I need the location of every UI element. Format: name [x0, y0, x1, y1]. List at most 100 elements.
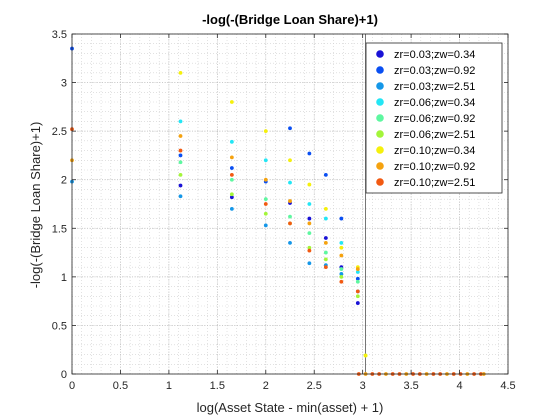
data-point: [288, 199, 292, 203]
data-point: [355, 289, 360, 294]
data-point: [178, 70, 183, 75]
data-point: [323, 250, 328, 255]
data-point: [229, 166, 234, 170]
legend-marker: [376, 162, 384, 170]
legend-marker: [376, 114, 384, 122]
data-point: [178, 194, 183, 199]
legend-entry: zr=0.03;zw=0.92: [394, 65, 475, 77]
legend-marker: [376, 130, 384, 138]
y-tick-label: 0.5: [52, 320, 67, 332]
series-5: [178, 160, 360, 284]
y-tick-label: 2: [61, 175, 67, 187]
data-point: [263, 177, 268, 182]
data-point: [307, 261, 312, 266]
data-point: [323, 257, 328, 262]
data-point: [263, 211, 268, 216]
data-point: [307, 245, 312, 250]
data-point: [229, 192, 234, 197]
data-point: [263, 197, 268, 202]
x-tick-label: 1: [166, 380, 172, 392]
data-point: [323, 240, 328, 245]
data-point: [355, 267, 360, 271]
data-point: [355, 301, 360, 305]
axes: 0 0.5 1 1.5 2 2.5 3 3.5 4 4.5 0 0.5 1 1.5 2 2.5 3 3.5: [52, 29, 516, 392]
legend-entry: zr=0.03;zw=0.34: [394, 49, 475, 61]
legend-entry: zr=0.10;zw=2.51: [394, 177, 475, 189]
x-tick-label: 1.5: [210, 380, 225, 392]
data-point: [288, 180, 292, 185]
legend-box: [365, 42, 503, 194]
y-tick-label: 3: [61, 78, 67, 90]
y-tick-label: 1.5: [52, 223, 67, 235]
legend-entry: zr=0.06;zw=0.34: [394, 97, 475, 109]
data-point: [323, 236, 328, 240]
data-point: [178, 183, 183, 188]
data-point: [263, 158, 268, 163]
data-point: [229, 195, 234, 200]
y-tick-label: 1: [61, 272, 67, 284]
x-tick-label: 3.5: [403, 380, 418, 392]
data-point: [339, 216, 344, 221]
data-point: [307, 202, 312, 206]
data-point: [339, 253, 344, 258]
legend-marker: [376, 146, 384, 154]
data-point: [323, 172, 328, 177]
legend-marker: [376, 82, 384, 90]
data-point: [263, 202, 268, 206]
data-point: [323, 206, 328, 211]
data-point: [229, 177, 234, 182]
data-point: [229, 100, 234, 104]
data-point: [323, 265, 328, 270]
data-point: [288, 158, 292, 163]
data-point: [288, 221, 292, 226]
x-tick-label: 0: [69, 380, 75, 392]
data-point: [355, 294, 360, 299]
data-point: [288, 214, 292, 219]
y-tick-label: 0: [61, 369, 67, 381]
legend: zr=0.03;zw=0.34 zr=0.03;zw=0.92 zr=0.03;zw…: [365, 42, 503, 194]
data-point: [178, 119, 183, 124]
y-axis-label: -log(-(Bridge Loan Share)+1): [28, 122, 43, 289]
data-point: [339, 272, 344, 276]
data-point: [229, 139, 234, 144]
data-point: [263, 129, 268, 134]
data-point: [288, 240, 292, 245]
data-point: [229, 155, 234, 160]
legend-entry: zr=0.10;zw=0.92: [394, 161, 475, 173]
data-point: [339, 274, 344, 279]
legend-entry: zr=0.03;zw=2.51: [394, 81, 475, 93]
data-point: [307, 221, 312, 226]
x-tick-label: 4: [456, 380, 462, 392]
x-axis-label: log(Asset State - min(asset) + 1): [197, 400, 384, 415]
data-point: [307, 182, 312, 187]
data-point: [178, 172, 183, 177]
data-point: [339, 240, 344, 245]
data-point: [307, 151, 312, 156]
chart-title: -log(-(Bridge Loan Share)+1): [202, 12, 378, 27]
data-point: [339, 245, 344, 250]
data-point: [355, 276, 360, 281]
legend-entry: zr=0.10;zw=0.34: [394, 145, 475, 157]
data-point: [229, 172, 234, 177]
series-2: [70, 46, 360, 281]
series-8: [70, 134, 360, 271]
legend-marker: [376, 98, 384, 106]
data-point: [307, 231, 312, 236]
y-tick-label: 3.5: [52, 29, 67, 41]
data-point: [355, 270, 360, 274]
x-tick-label: 2.5: [307, 380, 322, 392]
legend-entry: zr=0.06;zw=2.51: [394, 129, 475, 141]
data-point: [288, 126, 292, 131]
data-point: [178, 134, 183, 138]
data-point: [307, 248, 312, 253]
legend-marker: [376, 66, 384, 74]
x-tick-label: 4.5: [500, 380, 515, 392]
data-point: [263, 223, 268, 228]
data-point: [355, 279, 360, 284]
data-point: [307, 216, 312, 221]
legend-marker: [376, 50, 384, 58]
series-9: [70, 127, 360, 294]
data-point: [363, 353, 368, 358]
x-tick-label: 3: [360, 380, 366, 392]
